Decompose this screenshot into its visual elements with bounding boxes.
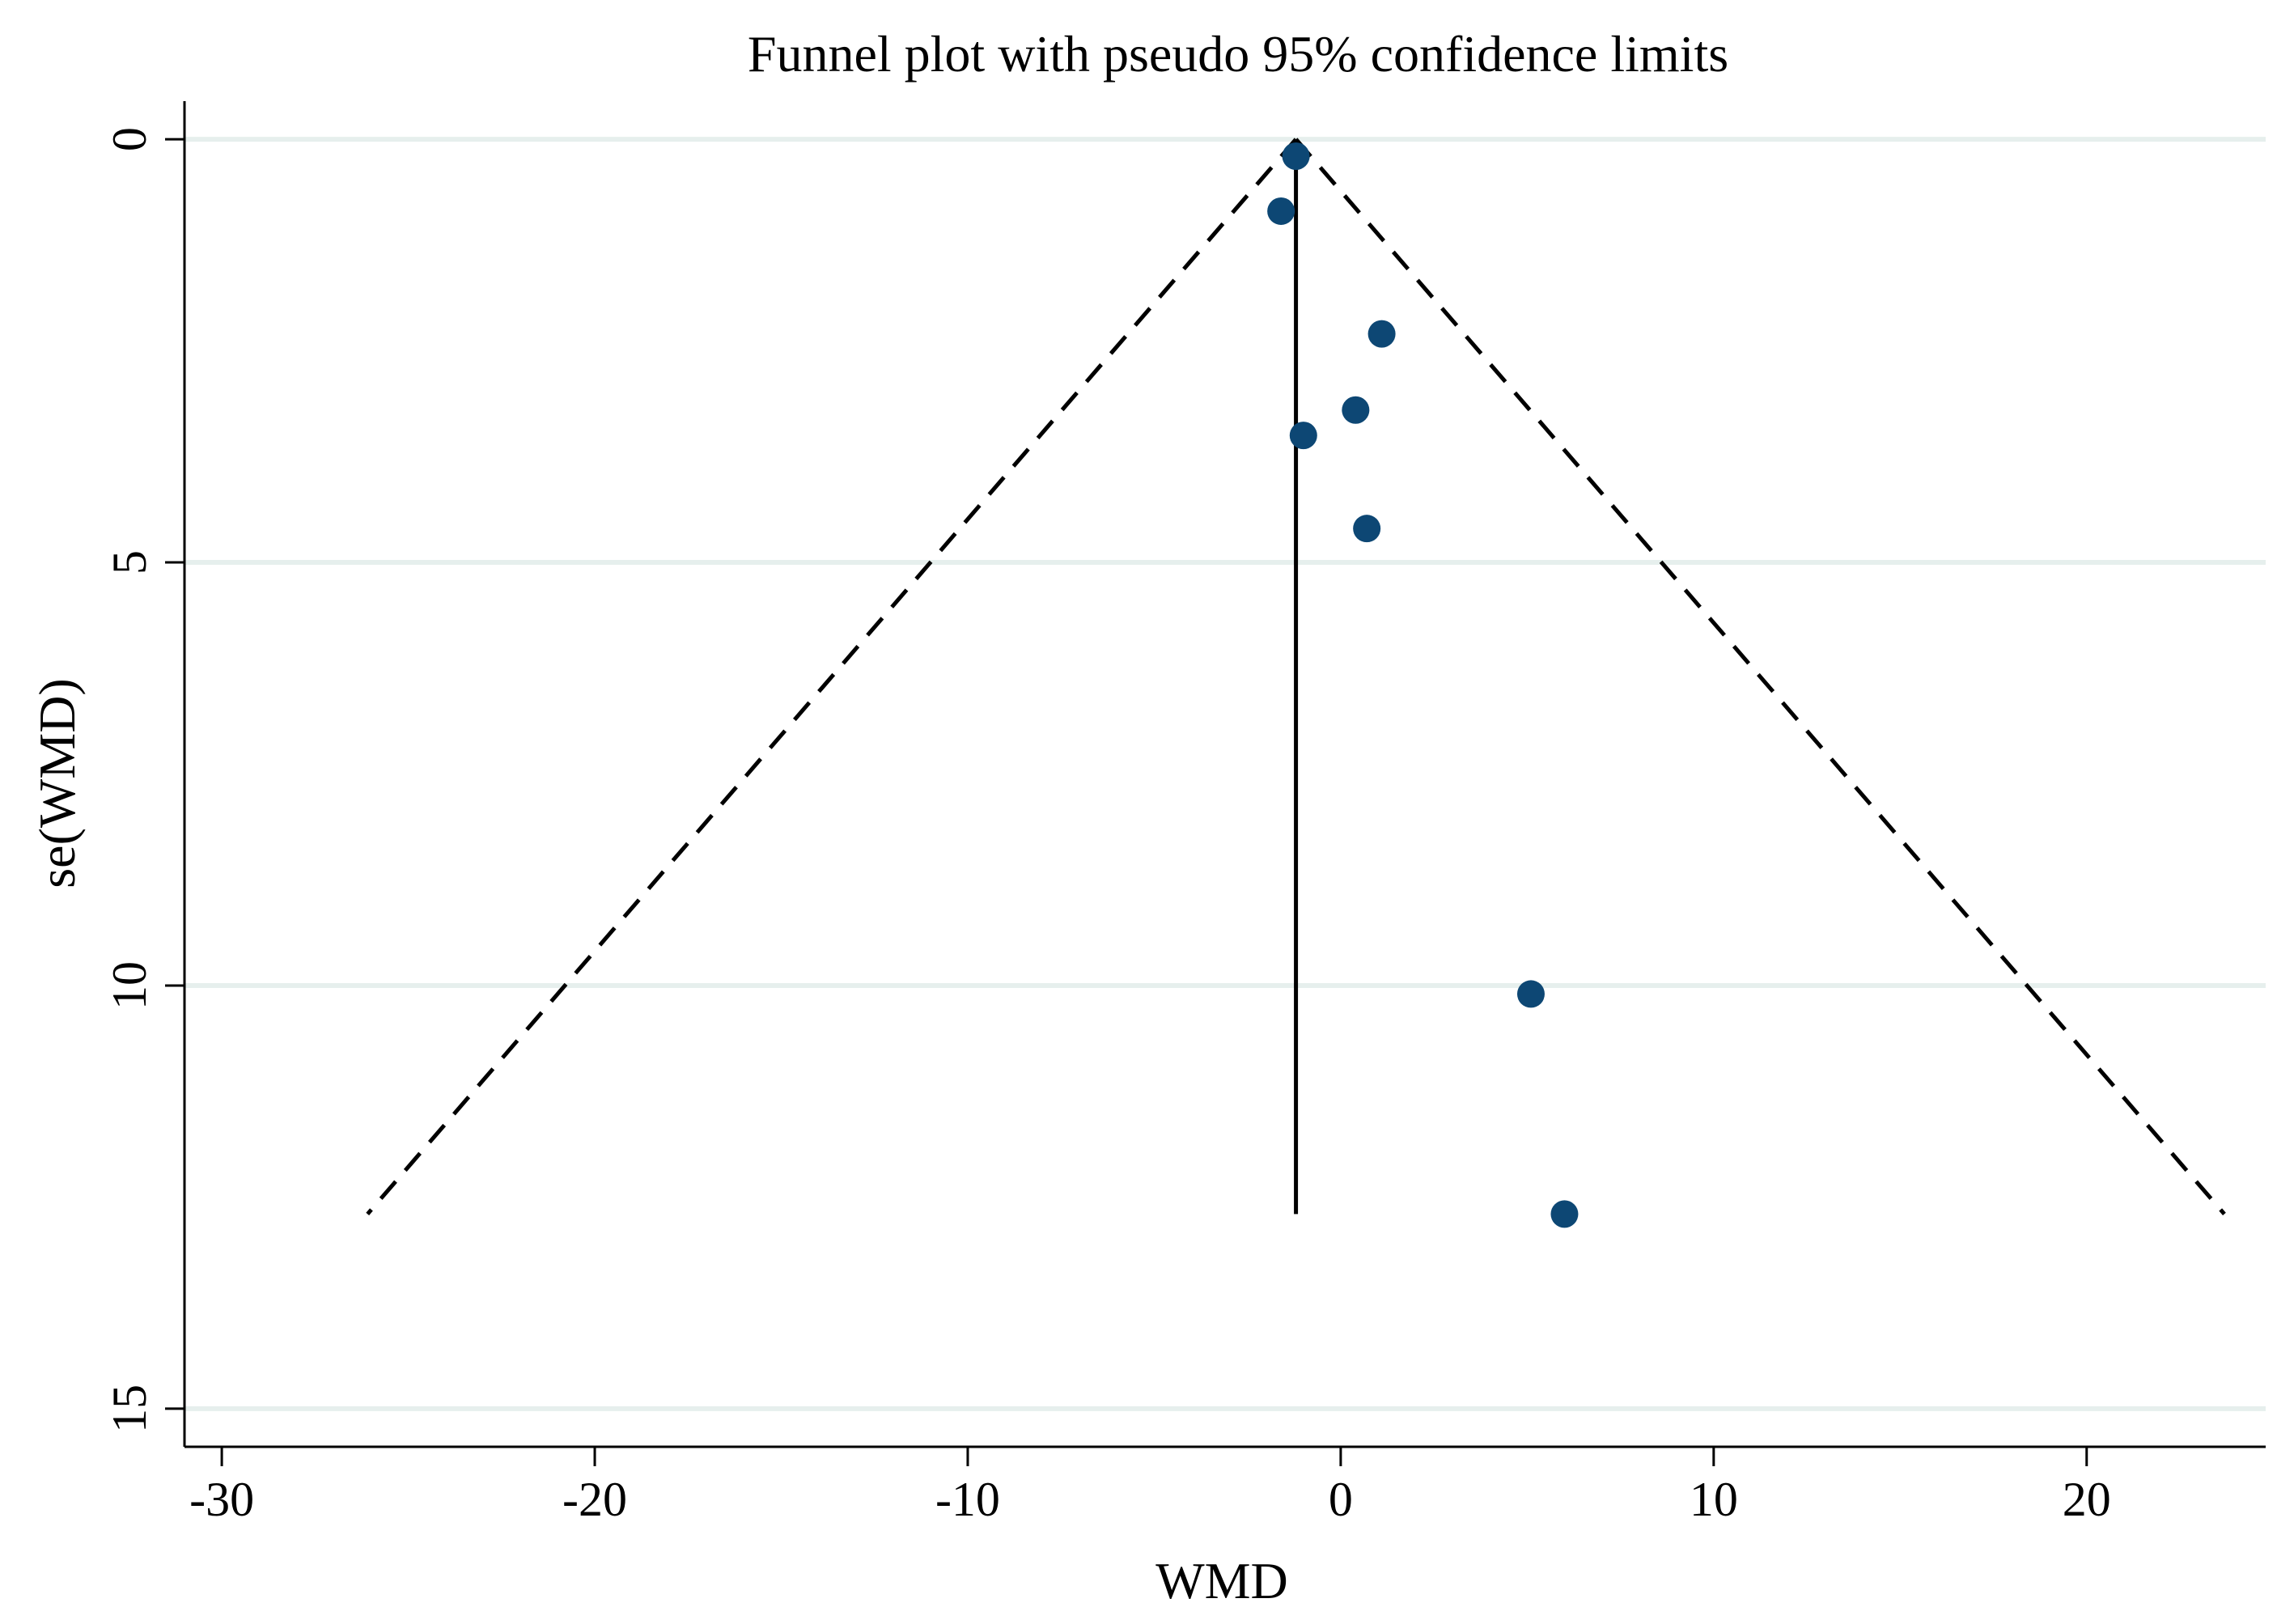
data-point-2 — [1267, 197, 1295, 225]
y-tick-label-1: 5 — [103, 550, 156, 575]
x-tick-label-1: -20 — [562, 1473, 627, 1526]
data-point-4 — [1342, 396, 1370, 424]
data-point-3 — [1367, 320, 1396, 348]
data-point-6 — [1353, 515, 1381, 543]
data-point-1 — [1282, 142, 1310, 170]
x-axis-label: WMD — [1155, 1552, 1288, 1609]
data-point-5 — [1289, 422, 1317, 450]
x-tick-label-5: 20 — [2063, 1473, 2111, 1526]
x-tick-label-4: 10 — [1690, 1473, 1738, 1526]
y-tick-label-3: 15 — [103, 1384, 156, 1433]
chart-title: Funnel plot with pseudo 95% confidence l… — [748, 25, 1728, 83]
y-tick-label-0: 0 — [103, 127, 156, 151]
tick-labels: -30 -20 -10 0 10 20 0 5 10 15 — [103, 127, 2111, 1526]
funnel-lines — [366, 138, 2226, 1216]
axes — [165, 101, 2266, 1466]
data-point-7 — [1516, 980, 1545, 1008]
data-points — [1267, 142, 1579, 1228]
x-tick-label-2: -10 — [935, 1473, 1000, 1526]
grid-lines — [184, 137, 2266, 1411]
funnel-right-limit — [1294, 138, 2226, 1216]
data-point-8 — [1550, 1200, 1579, 1228]
x-tick-label-3: 0 — [1329, 1473, 1353, 1526]
x-tick-label-0: -30 — [189, 1473, 254, 1526]
y-tick-label-2: 10 — [103, 961, 156, 1010]
y-axis-label: se(WMD) — [28, 678, 86, 888]
funnel-left-limit — [366, 138, 1298, 1216]
